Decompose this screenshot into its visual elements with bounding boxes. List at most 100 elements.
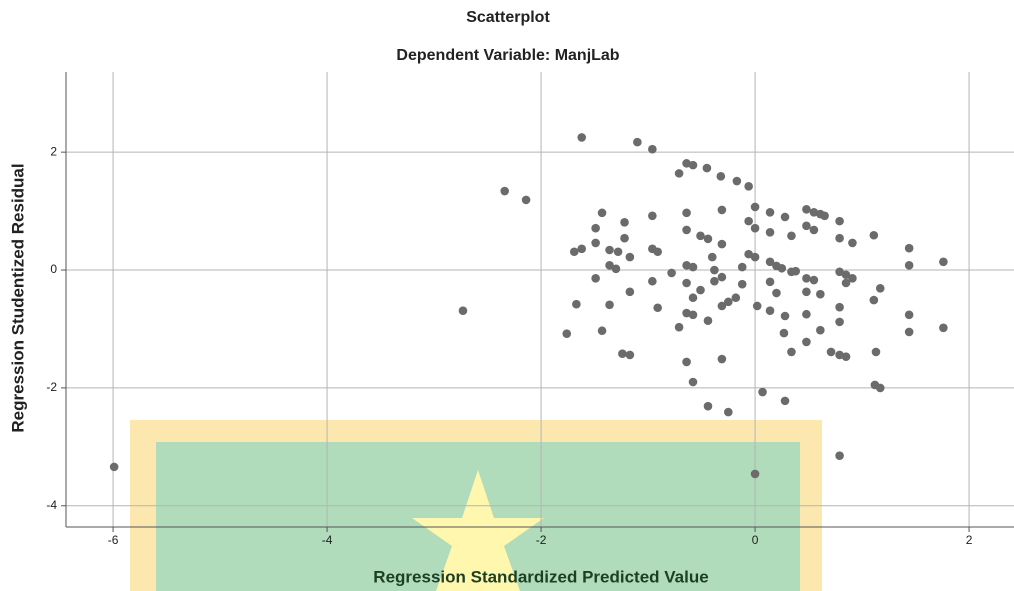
point	[667, 268, 676, 278]
point	[688, 310, 698, 320]
point	[724, 297, 733, 307]
point	[597, 326, 607, 336]
point	[500, 186, 509, 196]
point	[875, 284, 885, 293]
point	[816, 325, 825, 335]
point	[871, 347, 881, 357]
point	[791, 266, 801, 276]
point	[577, 133, 587, 142]
point	[826, 347, 836, 357]
point	[613, 247, 623, 257]
point	[802, 309, 811, 319]
point	[625, 287, 635, 297]
point	[939, 257, 948, 267]
point	[765, 207, 775, 217]
point	[737, 279, 747, 289]
point	[569, 247, 579, 257]
point	[605, 300, 614, 310]
point	[703, 316, 713, 326]
point	[758, 387, 767, 397]
point	[816, 289, 825, 299]
point	[802, 273, 811, 283]
point	[633, 137, 642, 147]
x-tick-label: -4	[322, 533, 333, 547]
point	[904, 243, 914, 253]
point	[777, 263, 787, 273]
point	[772, 288, 781, 298]
point	[458, 306, 468, 315]
point	[109, 462, 119, 472]
point	[752, 301, 762, 311]
point	[653, 247, 662, 257]
point	[731, 293, 741, 303]
point	[688, 293, 698, 303]
point	[904, 310, 914, 320]
point	[716, 172, 726, 181]
point	[820, 211, 829, 221]
y-tick-label: 2	[50, 144, 57, 158]
point	[674, 322, 684, 332]
chart-title: Scatterplot	[466, 9, 550, 26]
point	[688, 377, 698, 387]
point	[688, 262, 698, 272]
point	[787, 347, 796, 357]
x-axis-title: Regression Standardized Predicted Value	[373, 567, 708, 586]
point	[682, 208, 691, 218]
point	[869, 230, 879, 240]
point	[605, 261, 614, 270]
point	[625, 350, 635, 360]
point	[939, 323, 948, 333]
point	[835, 317, 844, 327]
point	[904, 261, 914, 270]
point	[744, 216, 753, 226]
point	[703, 401, 713, 411]
point	[620, 233, 629, 243]
x-tick-label: -6	[108, 533, 119, 547]
point	[591, 238, 600, 248]
point	[835, 233, 844, 243]
point	[732, 176, 742, 186]
point	[780, 396, 790, 406]
point	[835, 451, 844, 460]
point	[750, 202, 760, 212]
point	[591, 273, 600, 283]
point	[809, 275, 819, 285]
x-tick-label: 0	[752, 533, 759, 547]
point	[625, 252, 635, 262]
point	[696, 231, 705, 241]
point	[841, 270, 851, 280]
point	[744, 249, 753, 259]
point	[809, 225, 819, 235]
point	[802, 337, 811, 347]
point	[611, 264, 621, 274]
y-tick-label: -2	[46, 380, 57, 394]
point	[597, 208, 607, 218]
point	[835, 216, 844, 226]
point	[717, 301, 727, 311]
point	[562, 329, 572, 338]
point	[710, 276, 719, 286]
point	[618, 349, 627, 359]
point	[682, 225, 691, 235]
point	[648, 144, 657, 154]
point	[717, 205, 727, 215]
point	[835, 267, 844, 277]
point	[688, 160, 698, 170]
point	[780, 212, 790, 222]
point	[848, 273, 857, 283]
point	[875, 383, 885, 393]
y-tick-label: -4	[46, 498, 57, 512]
point	[765, 306, 775, 315]
point	[787, 231, 796, 241]
point	[765, 257, 775, 267]
point	[737, 262, 747, 272]
point	[750, 252, 760, 262]
point	[869, 295, 879, 305]
point	[521, 195, 531, 205]
point	[904, 327, 914, 337]
x-tick-label: 2	[966, 533, 973, 547]
point	[744, 182, 753, 191]
x-tick-label: -2	[536, 533, 547, 547]
point	[717, 272, 727, 282]
